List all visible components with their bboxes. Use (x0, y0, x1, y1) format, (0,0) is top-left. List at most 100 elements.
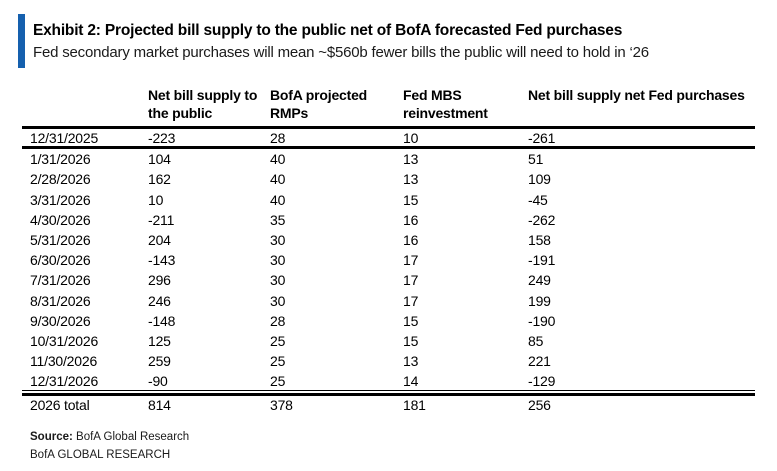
row-label: 12/31/2025 (22, 129, 148, 150)
column-header: Net bill supply net Fed purchases (528, 84, 755, 129)
row-value: 378 (270, 393, 403, 413)
row-value: 15 (403, 312, 419, 329)
row-value: 16 (403, 232, 419, 249)
row-value: 30 (270, 232, 286, 249)
row-value: 17 (403, 252, 419, 269)
total-row: 2026 total 814 378 181 256 (22, 393, 755, 413)
row-label: 11/30/2026 (30, 353, 98, 370)
row-label: 2026 total (22, 393, 148, 413)
row-value: 28 (270, 129, 403, 150)
row-label: 6/30/2026 (30, 252, 91, 269)
row-value: 125 (148, 332, 171, 349)
row-value: 30 (270, 272, 286, 289)
row-label: 8/31/2026 (30, 292, 91, 309)
brand-line: BofA GLOBAL RESEARCH (30, 449, 171, 461)
table-row: 3/31/2026 10 40 15 -45 (22, 190, 755, 210)
row-value: -148 (148, 312, 176, 329)
row-value: 256 (528, 393, 755, 413)
exhibit-title: Exhibit 2: Projected bill supply to the … (33, 21, 623, 39)
row-value: 15 (403, 332, 419, 349)
row-value: 10 (148, 191, 164, 208)
row-value: 40 (270, 171, 286, 188)
row-value: 296 (148, 272, 171, 289)
row-value: 30 (270, 252, 286, 269)
column-header (22, 84, 148, 129)
row-value: 259 (148, 353, 171, 370)
row-value: 35 (270, 211, 286, 228)
row-label: 12/31/2026 (22, 371, 148, 392)
row-value: 17 (403, 272, 419, 289)
source-label: Source: (30, 431, 73, 443)
row-value: 17 (403, 292, 419, 309)
table-row: 12/31/2026 -90 25 14 -129 (22, 371, 755, 392)
row-value: 204 (148, 232, 171, 249)
row-label: 1/31/2026 (30, 151, 91, 168)
row-value: 25 (270, 371, 403, 392)
row-value: 25 (270, 332, 286, 349)
row-value: -211 (148, 211, 175, 228)
row-value: -143 (148, 252, 176, 269)
row-value: -262 (528, 211, 556, 228)
table-row: 12/31/2025 -223 28 10 -261 (22, 129, 755, 150)
table-row: 5/31/2026 204 30 16 158 (22, 230, 755, 250)
row-label: 9/30/2026 (30, 312, 91, 329)
row-value: -223 (148, 129, 270, 150)
row-value: 13 (403, 171, 419, 188)
row-label: 10/31/2026 (30, 332, 99, 349)
row-value: -191 (528, 252, 556, 269)
footer: Source: BofA Global Research BofA GLOBAL… (30, 428, 189, 464)
table-row: 11/30/2026 259 25 13 221 (22, 351, 755, 371)
row-value: 51 (528, 151, 544, 168)
row-value: 28 (270, 312, 286, 329)
row-value: 109 (528, 171, 551, 188)
exhibit-header-text: Exhibit 2: Projected bill supply to the … (33, 14, 649, 68)
row-value: 158 (528, 232, 551, 249)
row-value: 85 (528, 332, 544, 349)
table-row: 2/28/2026 162 40 13 109 (22, 169, 755, 189)
row-value: 15 (403, 191, 419, 208)
row-value: 40 (270, 151, 286, 168)
row-value: -45 (528, 191, 548, 208)
table-row: 9/30/2026 -148 28 15 -190 (22, 311, 755, 331)
row-value: 14 (403, 371, 528, 392)
row-value: 246 (148, 292, 171, 309)
table-row: 4/30/2026 -211 35 16 -262 (22, 210, 755, 230)
exhibit-header: Exhibit 2: Projected bill supply to the … (18, 14, 649, 68)
source-line: Source: BofA Global Research (30, 428, 189, 446)
row-value: -261 (528, 129, 755, 150)
row-value: -90 (148, 371, 270, 392)
table-row: 1/31/2026 104 40 13 51 (22, 149, 755, 169)
row-value: 30 (270, 292, 286, 309)
row-value: 162 (148, 171, 171, 188)
row-value: 249 (528, 272, 551, 289)
row-label: 2/28/2026 (30, 171, 91, 188)
row-value: 104 (148, 151, 171, 168)
row-value: -129 (528, 371, 755, 392)
table-header-row: Net bill supply to the public BofA projec… (22, 84, 755, 129)
table-body: 12/31/2025 -223 28 10 -261 1/31/2026 104 40 13 51… (22, 129, 755, 414)
table-row: 7/31/2026 296 30 17 249 (22, 270, 755, 290)
table-header: Net bill supply to the public BofA projec… (22, 84, 755, 129)
accent-bar (18, 14, 25, 68)
row-value: 221 (528, 353, 551, 370)
row-value: 199 (528, 292, 551, 309)
row-value: 13 (403, 151, 419, 168)
row-label: 3/31/2026 (30, 191, 91, 208)
row-label: 4/30/2026 (30, 211, 91, 228)
column-header: Fed MBS reinvestment (403, 84, 528, 129)
table-row: 8/31/2026 246 30 17 199 (22, 291, 755, 311)
row-value: 25 (270, 353, 286, 370)
source-text: BofA Global Research (76, 431, 190, 443)
row-value: -190 (528, 312, 556, 329)
row-value: 10 (403, 129, 528, 150)
row-value: 16 (403, 211, 419, 228)
table-row: 6/30/2026 -143 30 17 -191 (22, 250, 755, 270)
table-row: 10/31/2026 125 25 15 85 (22, 331, 755, 351)
column-header: BofA projected RMPs (270, 84, 403, 129)
column-header: Net bill supply to the public (148, 84, 270, 129)
row-value: 181 (403, 393, 528, 413)
exhibit-subtitle: Fed secondary market purchases will mean… (33, 43, 649, 61)
row-value: 13 (403, 353, 419, 370)
row-value: 814 (148, 393, 270, 413)
row-label: 7/31/2026 (30, 272, 91, 289)
